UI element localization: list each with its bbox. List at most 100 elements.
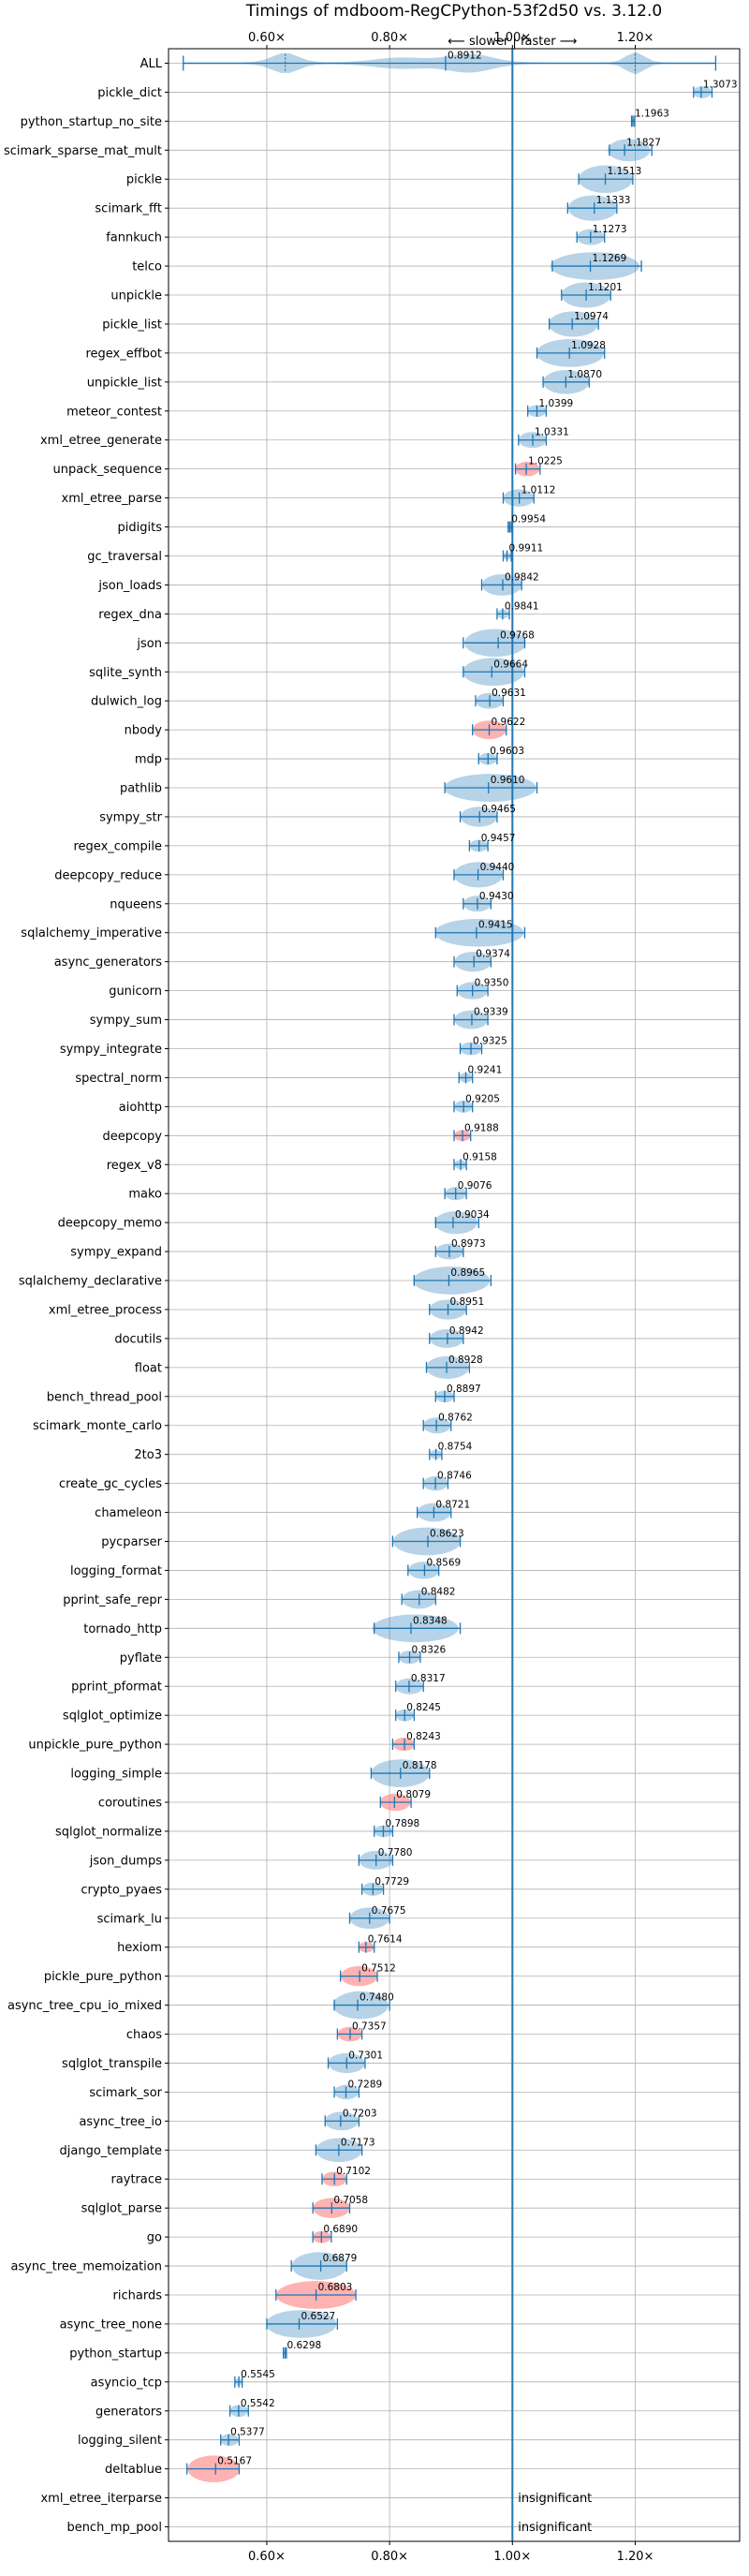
benchmark-label: 2to3 [134,1448,162,1462]
benchmark-label: sqlglot_transpile [62,2057,162,2071]
value-label: 0.6803 [318,2282,353,2293]
value-label: 0.5377 [230,2427,265,2438]
value-label: 0.9325 [473,1035,507,1046]
benchmark-label: telco [132,260,162,274]
benchmark-label: pickle [126,173,162,187]
value-label: 1.0928 [571,340,606,351]
benchmark-label: gc_traversal [87,550,162,564]
benchmark-label: create_gc_cycles [59,1477,162,1491]
x-tick-label-top: 0.60× [248,31,286,45]
x-tick-label-bottom: 1.00× [493,2550,531,2564]
benchmark-label: ALL [140,57,163,71]
value-label: 1.1827 [626,137,661,148]
benchmark-label: python_startup [69,2347,162,2361]
value-label: 0.7102 [336,2166,371,2177]
value-label: 0.9158 [463,1151,497,1162]
benchmark-label: generators [95,2405,162,2419]
benchmark-label: sqlite_synth [89,666,162,680]
value-label: 0.9610 [491,775,525,786]
value-label: 0.9603 [490,746,524,757]
value-label: 0.7675 [372,1905,406,1917]
grid-layer [169,49,740,2541]
benchmark-label: logging_simple [70,1768,162,1782]
plot-frame [168,48,741,2542]
benchmark-label: sympy_sum [90,1014,162,1028]
benchmark-label: nbody [125,724,163,738]
value-label: 1.0974 [574,311,609,322]
benchmark-label: crypto_pyaes [81,1883,162,1897]
benchmark-label: float [135,1361,162,1375]
value-label: 0.7301 [348,2050,383,2061]
benchmark-label: sympy_integrate [60,1043,162,1057]
x-tick-label-bottom: 0.80× [371,2550,408,2564]
value-label: 1.1201 [588,282,623,293]
value-label: 0.7058 [333,2195,368,2206]
value-label: 0.8754 [438,1442,473,1453]
benchmark-label: logging_format [70,1564,162,1578]
value-label: 1.1333 [596,195,631,206]
benchmark-label: bench_mp_pool [66,2521,162,2535]
benchmark-label: asyncio_tcp [91,2376,162,2390]
benchmark-label: unpickle_list [87,376,162,390]
value-label: 0.8965 [450,1267,485,1279]
value-label: 0.9911 [508,542,543,554]
value-label: 0.7289 [347,2079,382,2090]
benchmark-label: spectral_norm [75,1072,162,1086]
benchmark-label: mdp [135,753,162,767]
benchmark-label: unpickle_pure_python [28,1739,162,1753]
insignificant-label: insignificant [518,2492,592,2506]
value-label: 0.9205 [465,1093,500,1104]
value-label: 0.8746 [437,1471,472,1482]
value-label: 0.9339 [474,1007,508,1018]
value-label: 0.8482 [421,1586,456,1597]
value-label: 0.9076 [458,1180,492,1192]
benchmark-label: deepcopy_memo [58,1217,162,1231]
value-label: 0.7614 [368,1934,403,1946]
label-layer: 0.8912 1.3073 1.1963 1.1827 1.1513 1.1333 1.12… [217,50,737,2535]
value-label: 0.9430 [479,891,514,902]
value-label: 1.0225 [528,456,563,467]
benchmark-label: async_tree_io [79,2115,162,2129]
value-label: 0.8326 [412,1644,447,1655]
value-label: 1.3073 [703,79,738,90]
benchmark-label: async_tree_cpu_io_mixed [7,1999,162,2013]
value-label: 0.8623 [430,1529,464,1540]
value-label: 1.0399 [538,398,573,409]
value-label: 0.5542 [241,2398,275,2409]
value-label: 0.8928 [448,1355,483,1366]
value-label: 0.9664 [493,659,528,670]
x-tick-label-top: 0.80× [371,31,408,45]
x-tick-label-top: 1.20× [617,31,654,45]
violin-layer [183,52,717,2482]
benchmark-label: async_tree_memoization [10,2260,162,2274]
value-label: 0.9374 [476,949,510,960]
benchmark-label: unpickle [110,289,162,303]
value-label: 0.9631 [492,688,526,699]
insignificant-label: insignificant [518,2521,592,2535]
benchmark-label: regex_compile [73,839,162,853]
benchmark-label: dulwich_log [91,695,162,709]
benchmark-label: scimark_sor [89,2086,162,2100]
benchmark-label: deltablue [105,2463,162,2477]
benchmark-label: pprint_pformat [71,1680,162,1695]
benchmark-label: pathlib [120,782,162,796]
value-label: 0.9954 [511,514,546,526]
x-tick-label-bottom: 1.20× [617,2550,654,2564]
value-label: 0.9034 [455,1209,490,1221]
value-label: 0.9415 [478,920,513,931]
benchmark-label: json [136,637,162,651]
benchmark-label: sqlalchemy_declarative [19,1275,162,1289]
value-label: 0.9350 [475,978,509,989]
value-label: 0.6298 [286,2340,321,2351]
value-label: 0.8079 [396,1789,431,1800]
axis-layer: 0.60× 0.60× 0.80× 0.80× 1.00× 1.00× 1.20× 1.20×… [4,31,654,2564]
benchmark-label: raytrace [110,2173,162,2187]
value-label: 0.8762 [438,1413,473,1424]
benchmark-label: json_dumps [89,1854,162,1868]
value-label: 0.9768 [500,629,535,641]
value-label: 0.7173 [341,2137,375,2148]
benchmark-label: tornado_http [83,1622,162,1636]
value-label: 1.1269 [593,253,627,264]
benchmark-label: sympy_str [99,810,162,824]
